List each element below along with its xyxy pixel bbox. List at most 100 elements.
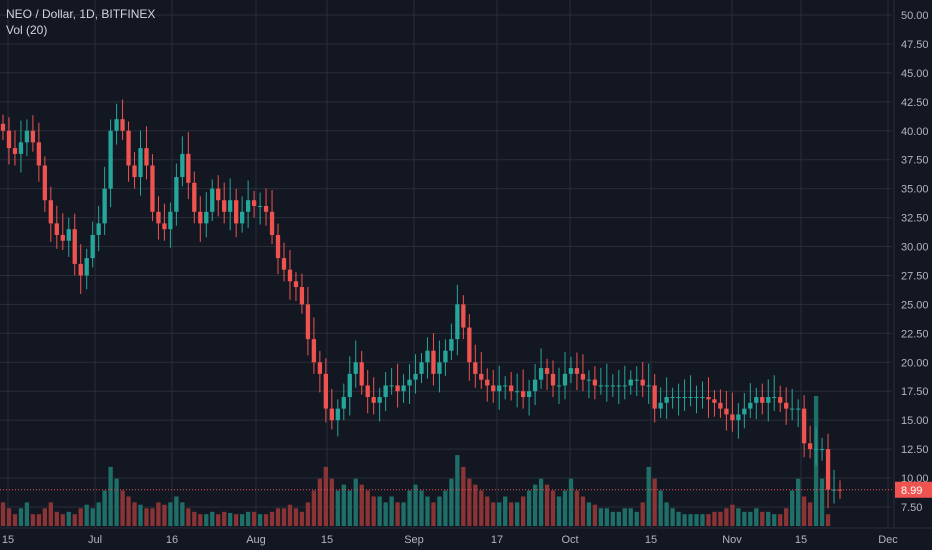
candle [825, 433, 831, 509]
volume-bar [515, 502, 520, 526]
volume-indicator-label[interactable]: Vol (20) [6, 23, 48, 37]
volume-bar [84, 504, 89, 526]
candle [245, 180, 251, 229]
candle [509, 372, 514, 401]
volume-bar [108, 466, 113, 526]
volume-bar [174, 496, 179, 526]
candle [287, 250, 293, 300]
volume-bar [371, 496, 376, 526]
candle [222, 182, 227, 224]
volume-bar [353, 478, 358, 526]
candle-body [509, 385, 514, 392]
candle [353, 340, 358, 388]
candle [419, 353, 424, 384]
candle-body [12, 148, 18, 154]
volume-bar [616, 511, 621, 526]
candle-body [712, 399, 717, 403]
volume-bar [401, 502, 406, 526]
volume-bar [479, 490, 484, 526]
candle-body [724, 408, 729, 415]
candle [586, 370, 592, 399]
candle [610, 374, 615, 398]
candle [682, 379, 687, 411]
volume-bar [550, 490, 556, 526]
candle [706, 377, 711, 418]
volume-bar [419, 490, 424, 526]
candle-body [228, 200, 233, 212]
candle [795, 399, 801, 428]
volume-bar [204, 514, 209, 526]
candle-body [395, 385, 400, 392]
symbol-title[interactable]: NEO / Dollar, 1D, BITFINEX [6, 7, 156, 21]
candle-body [790, 408, 795, 410]
candle [634, 366, 639, 396]
candle-body [168, 211, 173, 230]
volume-bar [341, 484, 346, 526]
candle [646, 363, 651, 404]
candle-body [431, 350, 436, 374]
candle-body [807, 443, 813, 450]
volume-bar [335, 490, 340, 526]
candle-body [18, 142, 24, 154]
volume-bar [467, 478, 472, 526]
volume-bar [365, 490, 370, 526]
candle-body [222, 200, 227, 212]
time-axis[interactable]: 15 Jul 16 Aug 15 Sep 17 Oct 15 Nov 15 Dec [2, 534, 898, 546]
candle [556, 367, 562, 404]
candle-body [634, 379, 639, 381]
candle [36, 122, 42, 182]
candle [0, 114, 6, 141]
y-tick-label: 50.00 [901, 10, 929, 22]
volume-bar [347, 490, 352, 526]
candle-body [592, 379, 598, 386]
candle [251, 190, 257, 218]
volume-bar [491, 502, 496, 526]
volume-bar [12, 514, 18, 526]
y-tick-label: 45.00 [901, 68, 929, 80]
volume-bar [305, 502, 311, 526]
candle-body [574, 368, 580, 374]
volume-bar [281, 508, 287, 526]
candle-body [455, 304, 460, 340]
candle-body [658, 402, 663, 409]
candle-body [341, 397, 346, 409]
candle-body [383, 385, 388, 398]
candle [532, 364, 538, 406]
candle-body [102, 188, 107, 224]
candle-body [556, 385, 562, 387]
candle [389, 367, 394, 395]
candle-body [234, 200, 239, 224]
x-tick-label: Dec [878, 534, 898, 546]
candle-body [126, 130, 131, 166]
candle-body [6, 130, 12, 149]
candle [754, 387, 759, 420]
candle [132, 152, 137, 189]
candle [801, 395, 807, 458]
candle-body [473, 362, 478, 374]
volume-bar [532, 484, 538, 526]
y-tick-label: 32.50 [901, 213, 929, 225]
volume-bar [538, 478, 544, 526]
candle [24, 119, 30, 157]
last-price-value: 8.99 [901, 485, 922, 497]
candle [574, 352, 580, 391]
candle [772, 375, 777, 411]
volume-bar [317, 478, 323, 526]
volume-bar [712, 511, 717, 526]
candle [562, 352, 568, 400]
candle-body [670, 397, 675, 399]
candle-body [389, 385, 394, 387]
volume-bar [18, 508, 24, 526]
candle [819, 437, 825, 461]
price-axis[interactable]: 7.5010.0012.5015.0017.5020.0022.5025.002… [901, 10, 929, 514]
candle-body [216, 188, 221, 201]
volume-bar [54, 511, 59, 526]
volume-bar [192, 511, 197, 526]
x-tick-label: 16 [166, 534, 178, 546]
candle [228, 178, 233, 231]
candle-body [610, 385, 615, 387]
candle [257, 192, 263, 225]
volume-bar [425, 496, 430, 526]
candle [174, 163, 179, 226]
